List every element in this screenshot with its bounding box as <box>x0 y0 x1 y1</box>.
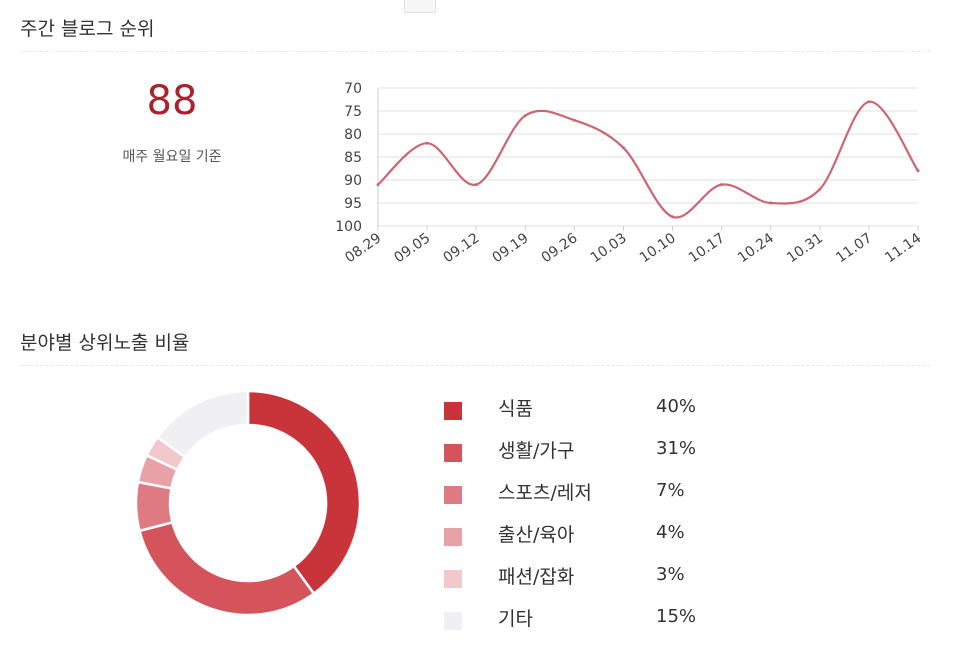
legend-item: 생활/가구 31% <box>444 432 844 474</box>
legend-item: 식품 40% <box>444 390 844 432</box>
legend-item: 패션/잡화 3% <box>444 558 844 600</box>
legend-item: 기타 15% <box>444 600 844 642</box>
rank-point <box>769 201 773 205</box>
weekly-rank-title: 주간 블로그 순위 <box>20 18 155 40</box>
y-tick-label: 85 <box>344 150 362 166</box>
donut-slice <box>155 389 250 459</box>
legend-swatch <box>444 486 462 504</box>
rank-point <box>720 183 724 187</box>
donut-slice <box>246 389 362 596</box>
category-legend: 식품 40% 생활/가구 31% 스포츠/레저 7% 출산/육아 4% 패션/잡화 3% 기타 15% <box>444 390 844 642</box>
legend-percent: 7% <box>656 480 685 501</box>
legend-percent: 31% <box>656 438 697 459</box>
rank-point <box>572 118 576 122</box>
donut-slice <box>144 435 187 472</box>
rank-point <box>376 183 380 187</box>
rank-point <box>621 146 625 150</box>
ratio-title: 분야별 상위노출 비율 <box>20 332 190 354</box>
y-tick-label: 70 <box>344 81 362 97</box>
y-tick-label: 100 <box>335 219 362 235</box>
legend-label: 기타 <box>498 608 533 630</box>
legend-swatch <box>444 570 462 588</box>
x-tick-label: 10.03 <box>588 230 630 266</box>
rank-point <box>867 100 871 104</box>
legend-swatch <box>444 402 462 420</box>
x-tick-label: 10.24 <box>735 230 777 266</box>
x-tick-label: 09.19 <box>490 230 532 266</box>
x-tick-label: 08.29 <box>342 230 384 266</box>
x-tick-label: 09.26 <box>539 230 581 266</box>
legend-label: 패션/잡화 <box>498 566 575 588</box>
legend-swatch <box>444 528 462 546</box>
legend-percent: 4% <box>656 522 685 543</box>
donut-slice <box>137 520 316 617</box>
legend-percent: 15% <box>656 606 697 627</box>
y-tick-label: 80 <box>344 127 362 143</box>
rank-point <box>474 183 478 187</box>
y-tick-label: 90 <box>344 173 362 189</box>
weekly-rank-divider <box>20 51 930 52</box>
ratio-divider <box>20 365 930 366</box>
rank-point <box>671 215 675 219</box>
x-tick-label: 11.07 <box>833 230 875 266</box>
rank-point <box>818 187 822 191</box>
y-tick-label: 75 <box>344 104 362 120</box>
x-tick-label: 09.05 <box>391 230 433 266</box>
legend-label: 생활/가구 <box>498 440 575 462</box>
x-tick-label: 10.10 <box>637 230 679 266</box>
x-tick-label: 10.31 <box>784 230 826 266</box>
donut-slice <box>136 453 180 490</box>
x-tick-label: 09.12 <box>440 230 482 266</box>
rank-point <box>425 141 429 145</box>
legend-swatch <box>444 444 462 462</box>
donut-slice <box>134 480 174 533</box>
legend-percent: 3% <box>656 564 685 585</box>
legend-label: 식품 <box>498 398 533 420</box>
rank-point <box>523 114 527 118</box>
rank-basis-caption: 매주 월요일 기준 <box>122 149 222 165</box>
legend-item: 스포츠/레저 7% <box>444 474 844 516</box>
legend-label: 출산/육아 <box>498 524 575 546</box>
legend-item: 출산/육아 4% <box>444 516 844 558</box>
legend-swatch <box>444 612 462 630</box>
legend-percent: 40% <box>656 396 697 417</box>
top-tab-stub <box>404 0 436 13</box>
rank-point <box>916 169 920 173</box>
y-tick-label: 95 <box>344 196 362 212</box>
current-rank-value: 88 <box>146 78 198 124</box>
rank-series-line <box>377 100 919 219</box>
x-tick-label: 11.14 <box>882 230 924 266</box>
x-tick-label: 10.17 <box>686 230 728 266</box>
legend-label: 스포츠/레저 <box>498 482 592 504</box>
